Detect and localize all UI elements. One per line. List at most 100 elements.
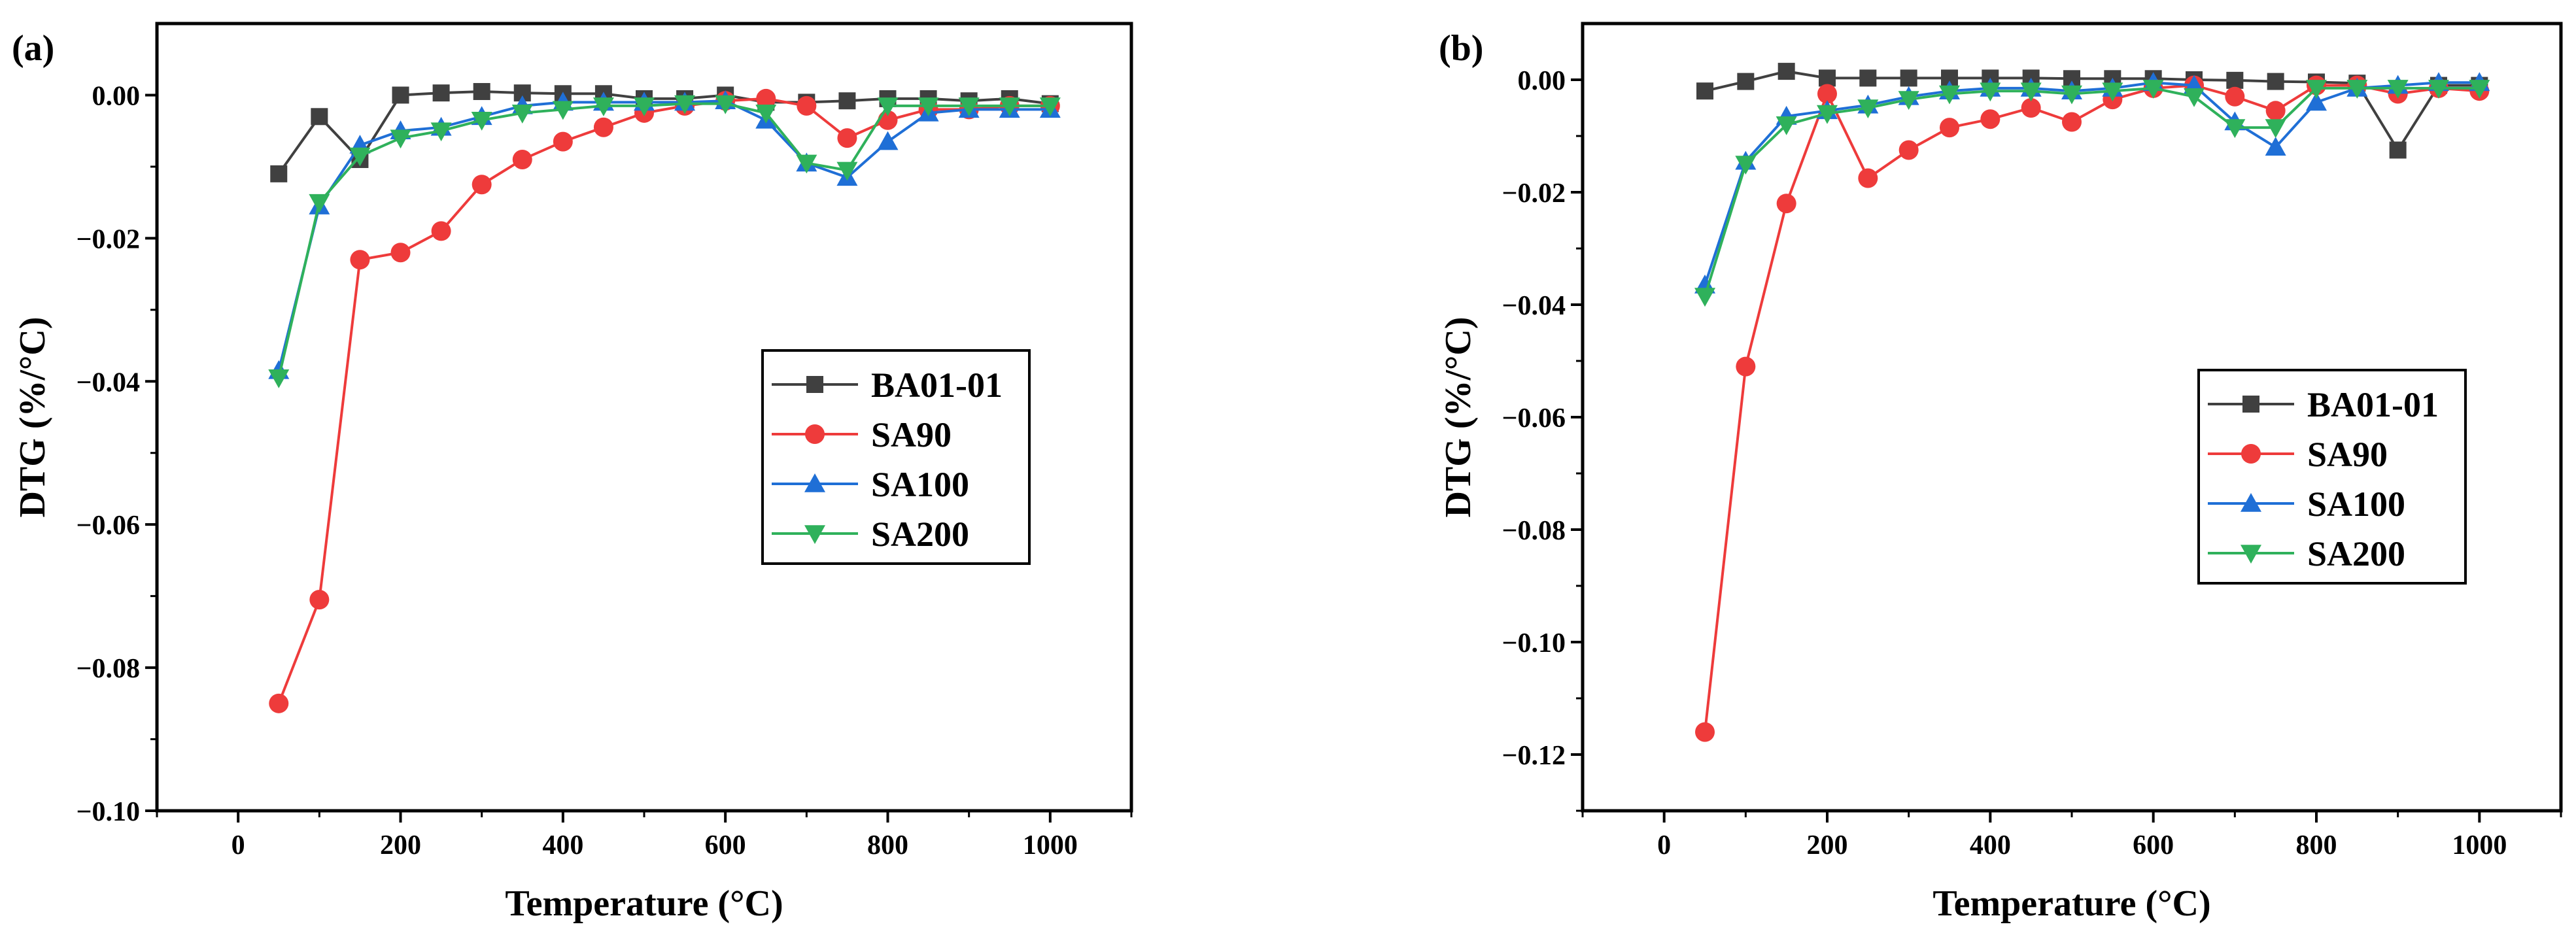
legend-label-SA90: SA90 — [2307, 435, 2388, 474]
x-tick-label: 600 — [2133, 830, 2174, 860]
data-point-SA200 — [2306, 80, 2327, 99]
data-point-SA200 — [268, 369, 290, 388]
data-point-SA200 — [1776, 116, 1797, 135]
legend-marker-SA200 — [2241, 545, 2261, 564]
data-point-BA01-01 — [1900, 69, 1917, 87]
legend-label-SA200: SA200 — [871, 515, 969, 554]
panel-label: (b) — [1439, 28, 1483, 69]
data-point-SA90 — [2265, 101, 2286, 121]
data-point-BA01-01 — [270, 165, 288, 182]
data-point-SA90 — [390, 243, 411, 263]
data-point-SA100 — [2306, 92, 2327, 111]
data-point-SA90 — [1980, 109, 2001, 129]
y-tick-label: −0.02 — [77, 224, 140, 254]
data-point-SA200 — [2469, 80, 2490, 99]
data-point-SA200 — [877, 97, 899, 116]
data-point-SA90 — [756, 88, 776, 109]
data-point-SA90 — [2062, 112, 2082, 132]
chart-panel-a: (a) 0 200 400 600 800 1000 0.00 −0.02 −0.04 −0.06 −… — [12, 22, 1133, 924]
y-tick-label: −0.04 — [1502, 291, 1566, 321]
data-point-SA200 — [796, 154, 817, 174]
data-point-SA200 — [2224, 119, 2246, 139]
data-point-SA200 — [1817, 105, 1838, 124]
data-point-SA200 — [349, 147, 371, 167]
x-axis-title: Temperature (°C) — [505, 883, 783, 924]
data-point-BA01-01 — [1777, 63, 1795, 80]
data-point-SA200 — [2061, 85, 2082, 105]
legend-label-SA90: SA90 — [871, 415, 952, 454]
legend-marker-SA100 — [804, 473, 825, 492]
data-point-BA01-01 — [473, 82, 490, 100]
data-point-SA200 — [1898, 91, 1919, 110]
y-tick-label: 0.00 — [92, 81, 141, 111]
data-point-SA200 — [309, 194, 330, 213]
data-point-BA01-01 — [838, 92, 856, 110]
x-tick-label: 600 — [705, 830, 746, 860]
data-point-BA01-01 — [1859, 69, 1877, 87]
x-tick-label: 800 — [2296, 830, 2337, 860]
legend-marker-BA01-01 — [806, 376, 823, 393]
data-point-SA200 — [552, 101, 574, 120]
data-point-SA90 — [2021, 98, 2041, 118]
data-point-SA200 — [2142, 80, 2164, 99]
data-point-SA90 — [1736, 356, 1756, 377]
x-tick-label: 0 — [1657, 830, 1671, 860]
data-point-SA90 — [837, 128, 857, 148]
data-point-SA90 — [1817, 84, 1837, 104]
data-point-SA200 — [958, 97, 980, 116]
data-point-SA200 — [1857, 99, 1879, 118]
data-point-SA90 — [350, 250, 370, 270]
data-point-SA200 — [2102, 82, 2123, 102]
data-point-SA90 — [512, 149, 532, 169]
data-point-SA200 — [2387, 80, 2409, 99]
data-point-SA200 — [715, 95, 736, 114]
y-tick-label: −0.06 — [77, 511, 140, 541]
y-tick-label: −0.12 — [1502, 741, 1566, 771]
legend-label-SA200: SA200 — [2307, 534, 2405, 573]
y-tick-label: −0.08 — [77, 654, 140, 684]
panel-label: (a) — [12, 28, 54, 69]
data-point-SA90 — [553, 131, 573, 152]
x-tick-label: 800 — [867, 830, 908, 860]
legend-marker-SA90 — [2241, 444, 2261, 464]
y-tick-label: −0.02 — [1502, 178, 1566, 209]
data-point-SA90 — [1898, 140, 1919, 160]
data-point-SA200 — [1694, 288, 1715, 307]
legend-marker-SA90 — [805, 424, 825, 444]
x-tick-label: 400 — [1970, 830, 2011, 860]
x-axis-title: Temperature (°C) — [1932, 883, 2210, 924]
legend-label-BA01-01: BA01-01 — [2307, 385, 2439, 424]
legend-marker-BA01-01 — [2242, 396, 2259, 413]
y-tick-label: −0.10 — [77, 797, 140, 827]
data-point-SA90 — [472, 175, 492, 195]
x-tick-label: 200 — [1807, 830, 1848, 860]
data-point-BA01-01 — [2267, 73, 2284, 90]
data-point-SA200 — [634, 97, 655, 116]
y-tick-label: −0.10 — [1502, 628, 1566, 658]
data-point-BA01-01 — [2226, 71, 2244, 89]
data-point-SA90 — [269, 693, 289, 713]
x-tick-label: 1000 — [1023, 830, 1078, 860]
series-line-SA200 — [277, 102, 1050, 379]
data-point-SA90 — [1776, 194, 1796, 214]
legend-marker-SA200 — [804, 525, 825, 544]
data-point-BA01-01 — [392, 86, 409, 104]
series-line-SA200 — [1704, 86, 2480, 297]
data-point-SA200 — [1735, 156, 1757, 175]
data-point-SA200 — [511, 105, 533, 124]
data-point-BA01-01 — [2389, 141, 2407, 159]
data-point-SA90 — [1858, 168, 1878, 188]
data-point-BA01-01 — [1737, 73, 1755, 90]
data-point-SA200 — [390, 129, 411, 149]
data-point-SA90 — [1940, 118, 1959, 138]
data-point-SA200 — [2184, 88, 2205, 107]
data-point-SA90 — [2225, 86, 2245, 107]
data-point-SA200 — [836, 162, 858, 181]
data-point-SA200 — [2265, 119, 2286, 139]
legend-label-SA100: SA100 — [871, 465, 969, 504]
data-point-SA90 — [593, 117, 613, 137]
y-tick-label: 0.00 — [1518, 66, 1566, 96]
data-point-SA200 — [918, 97, 939, 116]
data-point-BA01-01 — [311, 108, 328, 126]
